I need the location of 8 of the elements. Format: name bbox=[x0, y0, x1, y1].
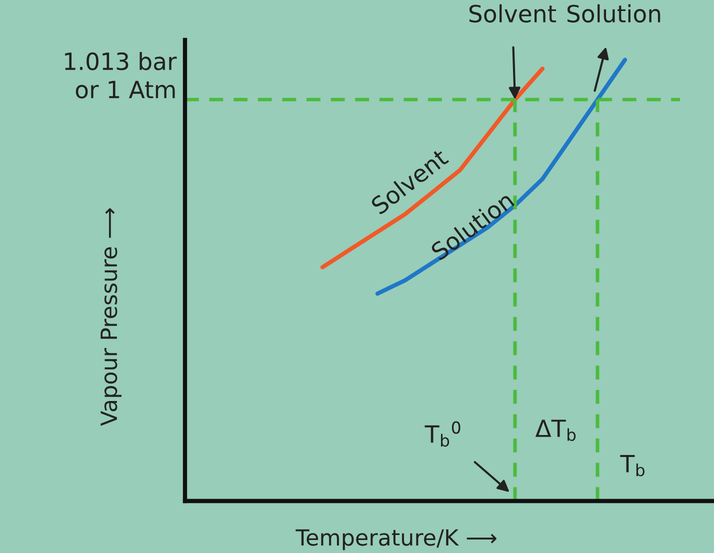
annotation: T$_{b}$ bbox=[620, 454, 644, 476]
ref-line-label: 1.013 bar or 1 Atm bbox=[65, 52, 177, 98]
text: Solution bbox=[567, 4, 660, 23]
annotation: T$_{b}$$^{0}$ bbox=[424, 421, 460, 447]
annotation: ΔT$_{b}$ bbox=[535, 420, 576, 442]
text: Solvent bbox=[469, 4, 556, 23]
y-axis-title: Vapour Pressure ⟶ bbox=[100, 208, 122, 426]
x-axis-title: Temperature/K ⟶ bbox=[296, 529, 496, 550]
